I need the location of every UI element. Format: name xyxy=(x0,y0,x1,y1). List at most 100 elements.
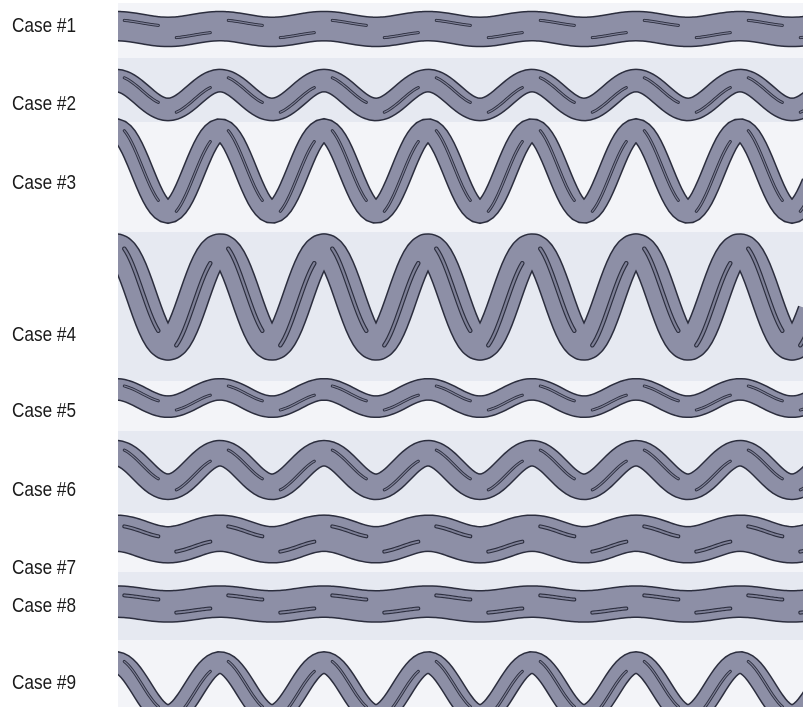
channel-slot-inner xyxy=(331,247,368,332)
channel-slot-inner xyxy=(695,141,731,212)
channel-slot-inner xyxy=(123,594,160,601)
channel-slot-inner xyxy=(331,594,368,601)
channel-slot-inner xyxy=(747,19,783,26)
channel-slot-inner xyxy=(695,87,731,113)
channel-panel xyxy=(118,3,803,707)
channel-slot-inner xyxy=(175,540,212,553)
channel-slot-inner xyxy=(331,449,367,480)
channel-slot-inner xyxy=(435,19,471,26)
channel-slot-inner xyxy=(539,594,576,601)
channel-slot-inner xyxy=(539,385,575,402)
channel-slot-inner xyxy=(227,525,264,538)
channel-body xyxy=(118,119,803,223)
channel-slot-inner xyxy=(487,87,523,113)
channel-slot-inner xyxy=(643,594,680,601)
case-label: Case #7 xyxy=(12,557,77,579)
channel-slot-inner xyxy=(747,525,784,538)
case-label: Case #5 xyxy=(12,400,77,422)
channel-slot-inner xyxy=(331,130,367,201)
case-label: Case #8 xyxy=(12,595,77,617)
channel-slot-inner xyxy=(288,670,315,707)
channel-slot-inner xyxy=(279,540,316,553)
channel-slot-inner xyxy=(695,460,731,491)
channel-slot-inner xyxy=(591,87,627,113)
channel-slot-inner xyxy=(227,594,264,601)
wavy-channel xyxy=(118,439,803,501)
channel-slot-inner xyxy=(392,670,419,707)
channel-slot-inner xyxy=(123,130,159,201)
channel-slot-inner xyxy=(123,525,160,538)
channel-slot-inner xyxy=(175,87,211,113)
wavy-channel xyxy=(118,514,803,564)
channel-slot-inner xyxy=(747,77,783,103)
wavy-channel xyxy=(118,651,803,707)
channel-slot-inner xyxy=(747,247,784,332)
channel-drawing xyxy=(118,3,803,707)
wavy-channel xyxy=(118,10,803,48)
case-label: Case #1 xyxy=(12,15,77,37)
channel-slot-inner xyxy=(435,594,472,601)
channel-slot-inner xyxy=(643,19,679,26)
channel-slot-inner xyxy=(747,385,783,402)
channel-slot-inner xyxy=(175,262,212,347)
channel-slot-inner xyxy=(435,385,471,402)
channel-slot-inner xyxy=(695,32,731,39)
wavy-channel xyxy=(118,377,803,419)
wavy-channel xyxy=(118,68,803,122)
channel-slot-inner xyxy=(227,660,263,707)
channel-slot-inner xyxy=(227,19,263,26)
channel-slot-inner xyxy=(591,262,628,347)
channel-slot-inner xyxy=(704,670,731,707)
channel-slot-inner xyxy=(643,660,679,707)
channel-slot-inner xyxy=(227,77,263,103)
channel-slot-inner xyxy=(184,670,211,707)
channel-slot-inner xyxy=(600,670,627,707)
channel-slot-inner xyxy=(279,87,315,113)
case-label: Case #6 xyxy=(12,479,77,501)
channel-slot-inner xyxy=(539,19,575,26)
channel-slot-inner xyxy=(487,394,523,411)
channel-slot-inner xyxy=(591,540,628,553)
channel-slot-inner xyxy=(279,460,315,491)
channel-slot-inner xyxy=(695,394,731,411)
channel-slot-inner xyxy=(227,247,264,332)
channel-slot-inner xyxy=(383,141,419,212)
channel-slot-inner xyxy=(496,670,523,707)
channel-slot-inner xyxy=(747,130,783,201)
wavy-channel xyxy=(118,585,803,623)
channel-slot-inner xyxy=(435,449,471,480)
channel-slot-inner xyxy=(747,660,783,707)
channel-slot-inner xyxy=(747,594,784,601)
channel-slot-inner xyxy=(279,262,316,347)
channel-slot-inner xyxy=(123,247,160,332)
channel-slot-inner xyxy=(643,77,679,103)
channel-slot-inner xyxy=(747,449,783,480)
channel-slot-inner xyxy=(227,130,263,201)
channel-slot-inner xyxy=(331,77,367,103)
channel-slot-inner xyxy=(435,130,471,201)
channel-slot-inner xyxy=(383,394,419,411)
channel-slot-inner xyxy=(123,449,159,480)
channel-slot-inner xyxy=(123,77,159,103)
channel-slot-inner xyxy=(383,540,420,553)
channel-slot-inner xyxy=(643,449,679,480)
channel-slot-inner xyxy=(383,87,419,113)
channel-body xyxy=(118,70,803,120)
channel-slot-inner xyxy=(175,141,211,212)
channel-slot-inner xyxy=(123,19,159,26)
channel-slot-inner xyxy=(279,32,315,39)
channel-slot-inner xyxy=(695,607,732,614)
channel-slot-inner xyxy=(175,607,212,614)
channel-slot-inner xyxy=(435,77,471,103)
channel-slot-inner xyxy=(643,247,680,332)
channel-slot-inner xyxy=(123,385,159,402)
channel-slot-inner xyxy=(279,394,315,411)
channel-slot-inner xyxy=(331,660,367,707)
channel-slot-inner xyxy=(175,32,211,39)
channel-slot-inner xyxy=(383,460,419,491)
channel-body xyxy=(118,515,803,563)
channel-slot-inner xyxy=(591,607,628,614)
case-label: Case #9 xyxy=(12,672,77,694)
channel-slot-inner xyxy=(539,525,576,538)
